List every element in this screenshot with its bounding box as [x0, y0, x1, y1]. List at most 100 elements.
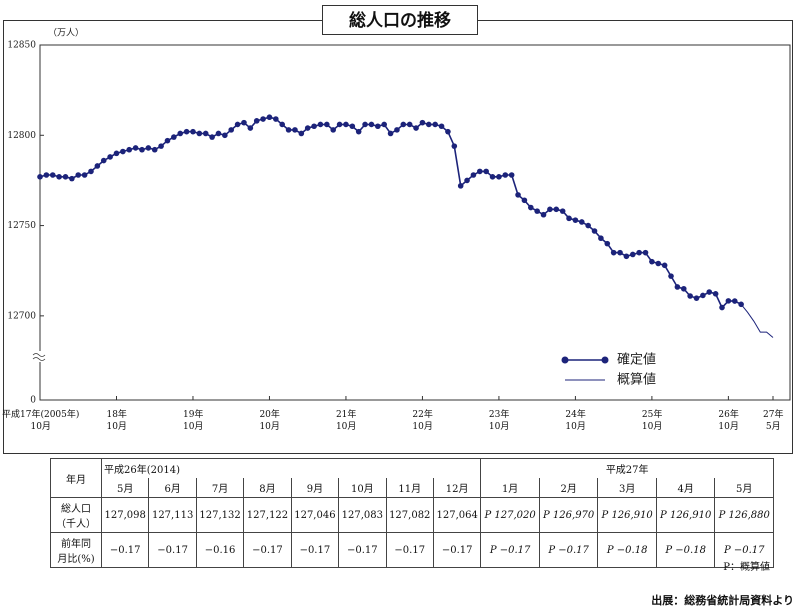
data-point — [190, 128, 196, 135]
table-cell: P 126,910 — [597, 497, 657, 533]
data-point — [712, 291, 719, 297]
data-point — [215, 130, 222, 137]
month-header: 11月 — [385, 478, 434, 498]
month-header: 4月 — [655, 478, 716, 498]
data-point — [508, 172, 515, 178]
legend-marker — [561, 356, 569, 364]
data-point — [62, 174, 69, 180]
table-cell: −0.17 — [338, 532, 387, 568]
x-tick-label: 21年 10月 — [335, 410, 357, 432]
data-point — [253, 118, 260, 124]
data-point — [234, 121, 241, 128]
data-point — [241, 119, 247, 126]
data-point — [426, 121, 432, 128]
y-tick-label: 12850 — [7, 41, 36, 51]
y-tick-label: 12750 — [7, 221, 36, 231]
data-point — [413, 125, 419, 131]
legend-marker — [601, 356, 609, 364]
data-point — [636, 249, 642, 256]
data-point — [158, 143, 164, 149]
data-point — [464, 177, 470, 184]
y-tick-label: 0 — [30, 396, 36, 406]
table-cell: 127,064 — [432, 497, 482, 533]
x-tick-label: 27年 5月 — [763, 410, 784, 432]
data-point — [94, 163, 101, 169]
data-point — [489, 174, 496, 180]
data-point — [120, 148, 126, 155]
y-tick-label: 12800 — [7, 131, 36, 141]
data-point — [394, 127, 400, 133]
data-point — [661, 262, 668, 269]
data-point — [604, 240, 611, 247]
table-cell: −0.17 — [432, 532, 482, 568]
table-note: P：概算値 — [723, 562, 770, 573]
data-point — [521, 197, 528, 204]
plot-area — [39, 44, 791, 401]
table-cell: P 126,970 — [538, 497, 599, 533]
data-point — [247, 125, 254, 131]
data-point — [687, 293, 693, 299]
series-line — [39, 116, 742, 310]
data-point — [311, 123, 317, 130]
table-row: 年月 平成26年(2014) 平成27年 — [50, 458, 774, 498]
data-point — [674, 284, 681, 290]
table-cell: P −0.17 — [480, 532, 540, 568]
data-point — [553, 206, 560, 213]
table-cell: P 127,020 — [480, 497, 540, 533]
row-label: 総人口 （千人） — [50, 497, 102, 533]
table-row: 総人口 （千人） 127,098 127,113 127,132 127,122 127,… — [50, 497, 774, 533]
data-point — [349, 123, 356, 130]
table-cell: 127,082 — [385, 497, 434, 533]
data-point — [515, 192, 521, 198]
table-row: 5月 6月 7月 8月 9月 10月 11月 12月 1月 2月 3月 4月 5月 — [51, 478, 774, 498]
data-point — [196, 130, 203, 137]
data-point — [292, 127, 298, 133]
data-point — [375, 123, 381, 130]
data-point — [438, 123, 445, 130]
data-point — [126, 146, 133, 153]
data-point — [725, 298, 732, 304]
data-point — [139, 146, 145, 153]
data-point — [368, 121, 375, 128]
data-point — [470, 172, 477, 178]
data-point — [457, 183, 464, 189]
data-point — [649, 258, 655, 265]
data-point — [578, 219, 585, 225]
data-point — [547, 206, 553, 213]
month-header: 3月 — [597, 478, 657, 498]
table-cell: P 126,910 — [655, 497, 716, 533]
x-tick-label: 平成17年(2005年) 10月 — [2, 410, 80, 432]
table-cell: 127,113 — [148, 497, 197, 533]
data-point — [400, 121, 407, 128]
data-point — [113, 150, 120, 157]
x-tick-label: 19年 10月 — [182, 410, 204, 432]
y-tick-label: 12700 — [7, 311, 36, 321]
data-point — [145, 145, 152, 151]
month-header: 9月 — [290, 478, 340, 498]
data-point — [623, 253, 630, 260]
data-point — [88, 168, 94, 175]
month-header: 6月 — [148, 478, 197, 498]
table-cell: 127,098 — [100, 497, 150, 533]
chart: （万人） 0 12700 12750 12800 12850 確定値 概算値 平成17年(2… — [2, 28, 791, 432]
month-header: 5月 — [714, 478, 774, 498]
data-point — [381, 121, 387, 128]
chart-title: 総人口の推移 — [322, 5, 478, 35]
data-point — [502, 172, 509, 178]
data-point — [43, 172, 50, 178]
x-tick-label: 22年 10月 — [412, 410, 433, 432]
table-cell: P −0.17 — [538, 532, 599, 568]
data-point — [49, 172, 56, 178]
data-point — [591, 228, 598, 234]
data-point — [477, 168, 483, 175]
data-point — [298, 130, 305, 137]
data-point — [432, 121, 438, 128]
source: 出展：総務省統計局資料より — [651, 594, 794, 607]
month-header: 1月 — [480, 478, 540, 498]
table-cell: 127,122 — [243, 497, 292, 533]
data-point — [451, 143, 458, 149]
table-cell: 127,132 — [195, 497, 245, 533]
data-point — [183, 128, 190, 135]
table-cell: P 126,880 — [714, 497, 774, 533]
